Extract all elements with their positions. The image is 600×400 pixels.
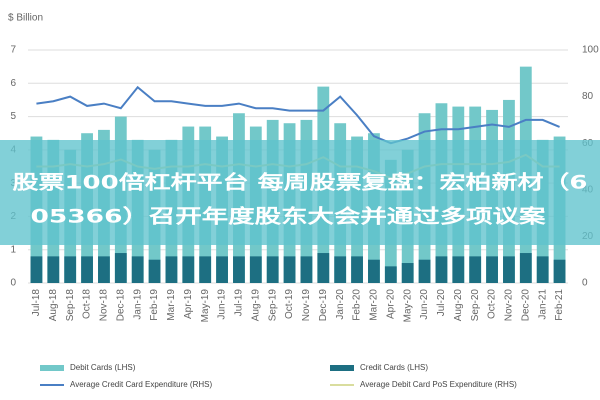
- bar: [131, 256, 144, 283]
- x-tick-label: Jun-20: [419, 289, 430, 320]
- bar: [401, 263, 414, 283]
- y2-tick-label: 80: [582, 91, 594, 102]
- bar: [233, 256, 245, 283]
- bar: [81, 256, 93, 283]
- x-tick-label: Dec-20: [520, 289, 531, 322]
- bar: [98, 256, 110, 283]
- x-tick-label: Jan-19: [132, 289, 143, 320]
- line: [36, 85, 560, 145]
- x-tick-label: Aug-18: [48, 289, 59, 322]
- y2-tick-label: 100: [582, 45, 599, 56]
- x-tick-label: Feb-20: [352, 289, 363, 321]
- x-tick-label: Jun-19: [217, 289, 228, 320]
- bar: [334, 256, 347, 283]
- chart-title: $ Billion: [8, 13, 43, 24]
- bar: [216, 256, 228, 283]
- y2-tick-label: 0: [582, 278, 588, 289]
- x-tick-label: Dec-18: [115, 289, 126, 322]
- bar: [536, 256, 549, 283]
- x-tick-label: Mar-20: [369, 289, 380, 321]
- banner-text: 05366）召开年度股东大会并通过多项议案: [31, 205, 547, 228]
- x-tick-label: Aug-20: [453, 289, 464, 322]
- legend-label: Average Credit Card Expenditure (RHS): [70, 380, 212, 389]
- banner-text: 股票100倍杠杆平台 每周股票复盘：宏柏新材（6: [13, 171, 588, 194]
- y-tick-label: 0: [10, 278, 16, 289]
- x-tick-label: Jan-21: [537, 289, 548, 320]
- bar: [418, 259, 431, 283]
- bar: [266, 256, 279, 283]
- x-tick-label: Sep-20: [470, 289, 481, 322]
- x-tick-label: Oct-20: [487, 289, 498, 319]
- x-tick-label: Jul-18: [31, 289, 42, 317]
- x-tick-label: Feb-21: [554, 289, 565, 321]
- legend-label: Debit Cards (LHS): [70, 363, 136, 372]
- x-tick-label: Mar-19: [166, 289, 177, 321]
- x-tick-label: Nov-20: [504, 289, 515, 322]
- x-tick-label: May-20: [402, 289, 413, 323]
- x-tick-label: Oct-18: [82, 289, 93, 319]
- bar: [47, 256, 60, 283]
- bar: [452, 256, 465, 283]
- x-tick-label: Sep-19: [267, 289, 278, 322]
- bar: [519, 253, 532, 283]
- bar: [199, 256, 212, 283]
- legend-label: Credit Cards (LHS): [360, 363, 428, 372]
- bar: [148, 259, 161, 283]
- x-tick-label: Nov-18: [99, 289, 110, 322]
- x-tick-label: Oct-19: [284, 289, 295, 319]
- bar: [30, 256, 43, 283]
- bar: [114, 253, 127, 283]
- x-tick-label: Jul-20: [436, 289, 447, 317]
- bar: [435, 256, 448, 283]
- bar: [249, 256, 262, 283]
- bar: [351, 256, 363, 283]
- legend-swatch: [330, 365, 354, 371]
- bar: [182, 256, 195, 283]
- x-tick-label: Apr-19: [183, 289, 194, 319]
- bar: [283, 256, 296, 283]
- x-tick-label: Jan-20: [335, 289, 346, 320]
- x-tick-label: May-19: [200, 289, 211, 323]
- x-tick-label: Dec-19: [318, 289, 329, 322]
- x-tick-label: Nov-19: [301, 289, 312, 322]
- bar: [469, 256, 482, 283]
- x-tick-label: Sep-18: [65, 289, 76, 322]
- y-tick-label: 6: [10, 78, 16, 89]
- banner: [0, 140, 600, 245]
- bar: [64, 256, 77, 283]
- bar: [384, 266, 397, 283]
- x-tick-label: Jul-19: [234, 289, 245, 317]
- bar: [317, 253, 330, 283]
- bar: [300, 256, 313, 283]
- x-tick-label: Apr-20: [385, 289, 396, 319]
- y-tick-label: 1: [10, 244, 16, 255]
- y-tick-label: 7: [10, 45, 16, 56]
- x-tick-label: Aug-19: [250, 289, 261, 322]
- legend-label: Average Debit Card PoS Expenditure (RHS): [360, 380, 517, 389]
- bar: [503, 256, 515, 283]
- bar: [165, 256, 178, 283]
- bar: [368, 259, 380, 283]
- y-tick-label: 5: [10, 111, 16, 122]
- legend-swatch: [40, 365, 64, 371]
- x-tick-label: Feb-19: [149, 289, 160, 321]
- bar: [486, 256, 498, 283]
- bar: [553, 259, 566, 283]
